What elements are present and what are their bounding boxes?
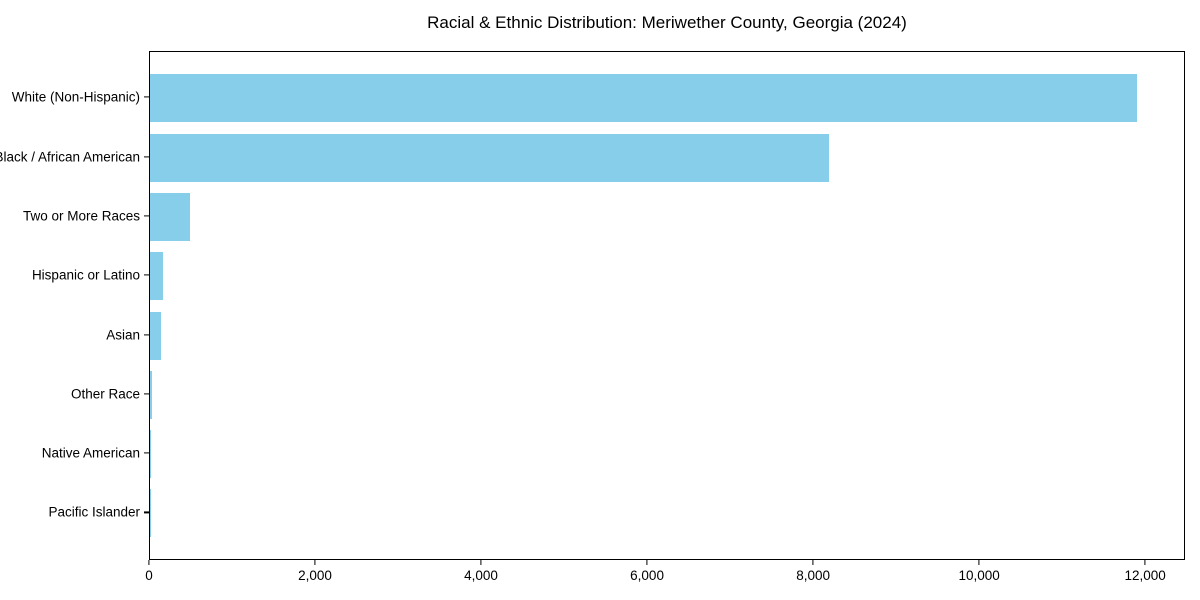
x-tick-12000 xyxy=(1144,560,1146,565)
x-tick-label-4000: 4,000 xyxy=(464,568,498,583)
y-tick-other-race xyxy=(144,393,149,395)
y-tick-label-black-african-american: Black / African American xyxy=(0,149,140,165)
y-tick-label-hispanic-or-latino: Hispanic or Latino xyxy=(31,267,140,283)
x-tick-label-12000: 12,000 xyxy=(1124,568,1166,583)
y-tick-label-native-american: Native American xyxy=(41,445,140,461)
y-tick-two-or-more-races xyxy=(144,215,149,217)
x-tick-4000 xyxy=(480,560,482,565)
y-tick-label-white-non-hispanic: White (Non-Hispanic) xyxy=(11,89,140,105)
x-tick-label-8000: 8,000 xyxy=(796,568,830,583)
y-tick-pacific-islander xyxy=(144,511,149,513)
x-tick-6000 xyxy=(646,560,648,565)
y-tick-label-pacific-islander: Pacific Islander xyxy=(48,504,140,520)
y-tick-label-other-race: Other Race xyxy=(70,386,140,402)
y-tick-asian xyxy=(144,333,149,336)
x-tick-label-10000: 10,000 xyxy=(958,568,1000,583)
bar-black-african-american xyxy=(150,133,830,182)
plot-area xyxy=(149,51,1185,560)
y-tick-label-asian: Asian xyxy=(106,327,140,342)
bar-native-american xyxy=(150,430,151,479)
bar-other-race xyxy=(150,370,152,419)
bar-two-or-more-races xyxy=(150,192,190,241)
x-tick-label-6000: 6,000 xyxy=(630,568,664,583)
y-tick-native-american xyxy=(144,452,149,454)
x-tick-label-0: 0 xyxy=(145,568,153,583)
y-tick-hispanic-or-latino xyxy=(144,274,149,276)
x-tick-label-2000: 2,000 xyxy=(298,568,332,583)
bar-white-non-hispanic xyxy=(150,74,1138,123)
x-tick-2000 xyxy=(314,560,316,565)
y-tick-black-african-american xyxy=(144,156,149,158)
x-tick-0 xyxy=(148,560,150,565)
chart-title: Racial & Ethnic Distribution: Meriwether… xyxy=(427,13,907,32)
x-tick-8000 xyxy=(812,560,814,565)
y-tick-white-non-hispanic xyxy=(144,96,149,98)
bar-asian xyxy=(150,311,162,360)
bar-hispanic-or-latino xyxy=(150,252,164,301)
x-tick-10000 xyxy=(978,560,980,565)
y-tick-label-two-or-more-races: Two or More Races xyxy=(22,208,140,224)
